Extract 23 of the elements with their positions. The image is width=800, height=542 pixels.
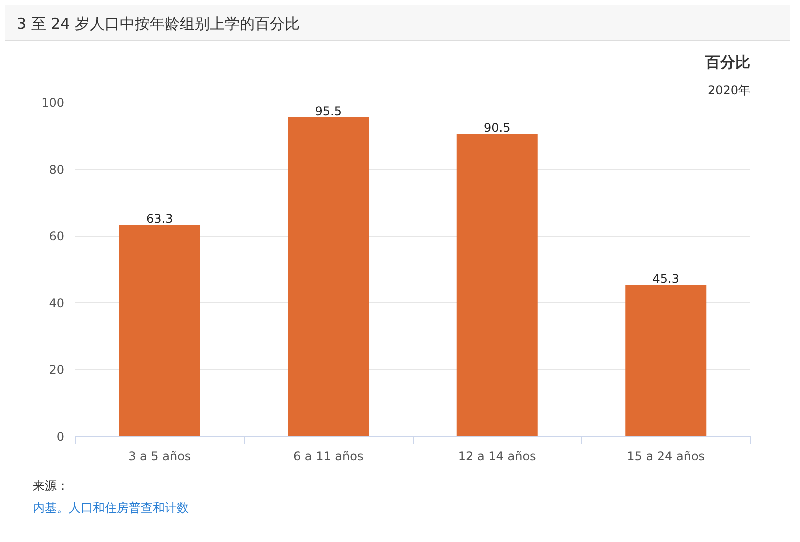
data-label: 90.5 (484, 121, 511, 136)
data-label: 45.3 (652, 272, 680, 286)
x-tick-label: 3 a 5 años (128, 450, 192, 464)
bar (626, 285, 707, 436)
bar (288, 118, 370, 436)
source-note: 来源： (33, 478, 70, 495)
text: 2020年 (708, 84, 751, 98)
x-tick-label: 6 a 11 años (294, 450, 364, 464)
y-tick-label: 100 (42, 96, 64, 110)
bar (119, 225, 200, 436)
x-tick-label: 15 a 24 años (627, 450, 706, 464)
y-tick-label: 20 (49, 363, 65, 378)
chart-title: 3 至 24 岁人口中按年龄组别上学的百分比 (17, 14, 300, 35)
data-label: 95.5 (315, 104, 342, 119)
bar (456, 134, 538, 436)
y-tick-label: 40 (49, 296, 65, 310)
x-tick-label: 12 a 14 años (458, 450, 536, 464)
data-label: 63.3 (146, 212, 174, 226)
chart-subtitle: 百分比 (704, 54, 750, 72)
text: 内基。人口和住房普查和计数 (33, 500, 189, 517)
y-tick-label: 0 (56, 430, 65, 444)
y-tick-label: 80 (49, 162, 65, 177)
y-tick-label: 60 (49, 230, 65, 244)
